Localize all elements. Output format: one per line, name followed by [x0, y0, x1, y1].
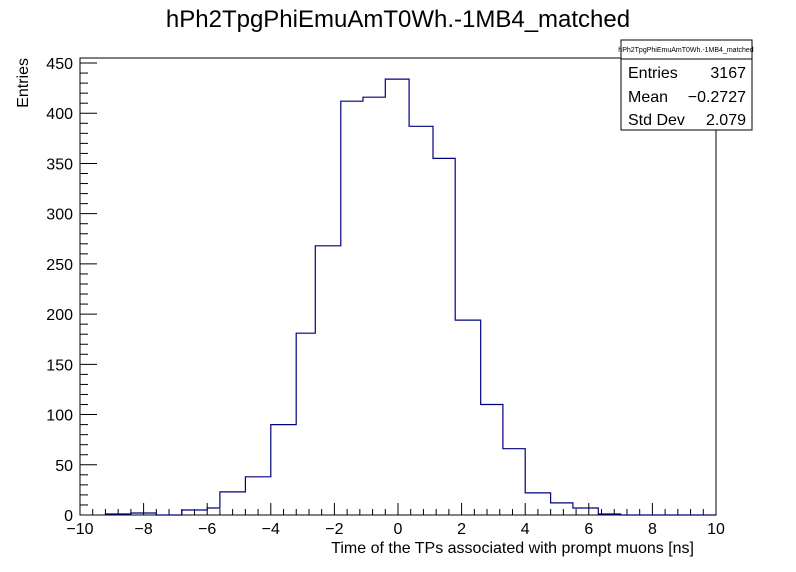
x-tick-label: −4: [262, 521, 280, 538]
y-axis-label: Entries: [15, 58, 32, 108]
y-tick-label: 100: [46, 408, 73, 425]
x-tick-label: 4: [521, 521, 530, 538]
y-tick-label: 200: [46, 307, 73, 324]
y-axis: 0 50 100 150 200 250 300 350 400 450: [46, 56, 97, 525]
x-tick-label: −8: [134, 521, 152, 538]
x-tick-label: 6: [584, 521, 593, 538]
x-axis-label: Time of the TPs associated with prompt m…: [331, 540, 694, 557]
chart-title: hPh2TpgPhiEmuAmT0Wh.-1MB4_matched: [166, 6, 630, 33]
stats-stddev-label: Std Dev: [628, 112, 685, 129]
stats-stddev-value: 2.079: [706, 112, 746, 129]
y-tick-label: 350: [46, 156, 73, 173]
x-axis: −10 −8 −6 −4 −2 0 2 4 6 8 10: [66, 503, 725, 538]
stats-box-header: hPh2TpgPhiEmuAmT0Wh.-1MB4_matched: [618, 47, 753, 54]
y-tick-label: 50: [55, 458, 73, 475]
x-tick-label: −2: [325, 521, 343, 538]
stats-entries-value: 3167: [710, 65, 746, 82]
stats-entries-label: Entries: [628, 65, 678, 82]
stats-mean-value: −0.2727: [688, 89, 746, 106]
y-tick-label: 400: [46, 106, 73, 123]
x-tick-label: −10: [66, 521, 93, 538]
y-tick-label: 0: [64, 508, 73, 525]
histogram-line: [104, 78, 716, 516]
stats-box: hPh2TpgPhiEmuAmT0Wh.-1MB4_matched Entrie…: [618, 39, 754, 131]
stats-box-frame: [620, 39, 753, 131]
y-tick-label: 450: [46, 56, 73, 73]
x-tick-label: 10: [707, 521, 725, 538]
x-tick-label: −6: [198, 521, 216, 538]
x-tick-label: 2: [457, 521, 466, 538]
x-tick-label: 8: [648, 521, 657, 538]
x-tick-label: 0: [394, 521, 403, 538]
y-tick-label: 150: [46, 357, 73, 374]
y-tick-label: 300: [46, 207, 73, 224]
stats-mean-label: Mean: [628, 89, 668, 106]
y-tick-label: 250: [46, 257, 73, 274]
